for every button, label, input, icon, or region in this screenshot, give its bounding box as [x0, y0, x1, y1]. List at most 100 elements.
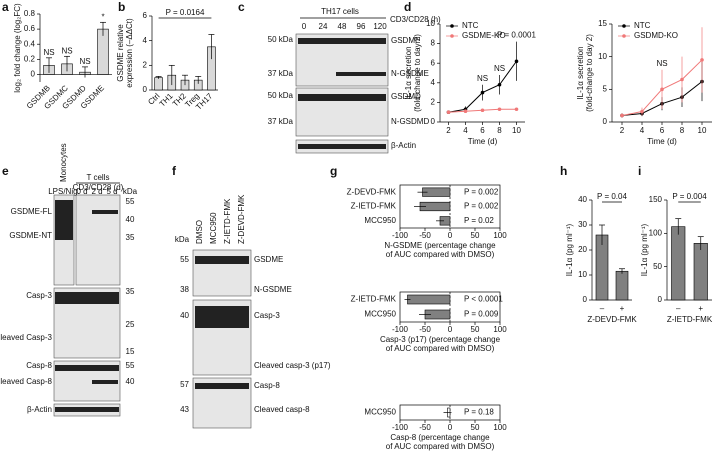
x-tick-label: 4: [463, 126, 468, 135]
blot-label: Z-IETD-FMK: [223, 198, 232, 244]
annotation: P < 0.0001: [464, 295, 503, 304]
x-tick-label: -100: [392, 231, 409, 240]
y-axis-label: GSDME relative: [116, 24, 125, 82]
blot-label: Monocytes: [59, 143, 68, 182]
x-axis-label: of AUC compared with DMSO): [386, 344, 495, 353]
point: [514, 107, 519, 112]
panel-letter: g: [330, 164, 337, 178]
y-tick-label: Z-IETD-FMK: [351, 295, 397, 304]
annotation: NS: [656, 59, 667, 68]
blot-label: 15: [126, 347, 135, 356]
legend-dot: [450, 34, 454, 38]
point: [700, 58, 704, 62]
x-tick-label: 0: [448, 231, 453, 240]
point: [446, 110, 451, 114]
annotation: P = 0.009: [464, 310, 499, 319]
blot-label: 48: [338, 22, 347, 31]
panel-letter: d: [404, 0, 411, 14]
x-tick-label: 8: [497, 126, 502, 135]
y-tick-label: 40: [578, 195, 587, 204]
blot-label: 0 d: [76, 187, 87, 196]
x-axis-label: of AUC compared with DMSO): [386, 442, 495, 451]
x-tick-label: +: [698, 304, 703, 313]
y-axis-label: IL-1α (pg ml⁻¹): [640, 223, 649, 276]
panel-letter: b: [118, 0, 125, 14]
band: [55, 365, 119, 371]
point: [497, 82, 502, 87]
y-tick-label: 2: [431, 98, 436, 107]
blot-label: 40: [126, 377, 135, 386]
blot-label: MCC950: [209, 212, 218, 244]
annotation: NS: [79, 57, 90, 66]
y-axis-label: expression (–ΔΔCt): [125, 18, 134, 88]
blot-label: LPS/Nig.: [48, 187, 80, 196]
y-tick-label: 5: [603, 84, 608, 93]
legend-dot: [450, 24, 454, 28]
panel-letter: e: [2, 164, 9, 178]
x-tick-label: 50: [471, 325, 480, 334]
y-axis-label: IL-1α secretion: [576, 46, 585, 99]
y-tick-label: Z-DEVD-FMK: [347, 187, 397, 196]
y-tick-label: MCC950: [364, 310, 396, 319]
blot-label: kDa: [175, 235, 190, 244]
bar: [671, 226, 686, 301]
x-tick-label: –: [676, 304, 681, 313]
blot-label: N-GSDMD: [391, 117, 429, 126]
x-tick-label: -50: [419, 423, 431, 432]
y-tick-label: 15: [598, 19, 607, 28]
blot-label: DMSO: [195, 220, 204, 244]
bar: [615, 270, 629, 301]
annotation: NS: [43, 48, 54, 57]
point: [640, 109, 644, 114]
y-axis-label: (fold-change to day 2): [413, 34, 422, 112]
blot-label: kDa: [123, 187, 138, 196]
blot-label: Cleaved Casp-8: [0, 377, 53, 386]
y-tick-label: 4: [431, 78, 436, 87]
x-axis-label: Time (d): [468, 137, 498, 146]
x-tick-label: 100: [493, 231, 507, 240]
legend-label: NTC: [634, 21, 651, 30]
annotation: P = 0.04: [597, 192, 627, 201]
blot-label: 37 kDa: [268, 117, 294, 126]
x-tick-label: 10: [512, 126, 521, 135]
bar: [407, 294, 451, 305]
y-tick-label: 0.4: [24, 39, 36, 48]
y-tick-label: 30: [578, 220, 587, 229]
blot-label: 40: [180, 311, 189, 320]
blot-label: GSDMD: [391, 92, 421, 101]
x-tick-label: –: [600, 304, 605, 313]
point: [480, 90, 485, 95]
blot-label: 24: [319, 22, 328, 31]
x-tick-label: 4: [640, 126, 645, 135]
x-axis-label: N-GSDME (percentage change: [384, 241, 496, 250]
x-axis-label: Casp-8 (percentage change: [390, 433, 490, 442]
annotation: P = 0.002: [464, 202, 499, 211]
annotation: NS: [494, 64, 505, 73]
blot-label: 35: [126, 233, 135, 242]
point: [463, 109, 468, 114]
blot-label: 55: [180, 255, 189, 264]
y-tick-label: 0: [31, 70, 36, 79]
y-tick-label: 0: [603, 117, 608, 126]
blot-label: GSDME: [391, 36, 420, 45]
blot-label: GSDME-FL: [11, 207, 53, 216]
y-tick-label: 0: [143, 85, 148, 94]
x-tick-label: -50: [419, 231, 431, 240]
legend-label: GSDME-KO: [462, 31, 506, 40]
bar: [154, 77, 163, 91]
y-tick-label: 6: [431, 58, 436, 67]
band: [195, 383, 249, 389]
blot-label: Cleaved Casp-3: [0, 333, 53, 342]
y-tick-label: 0: [431, 117, 436, 126]
band: [55, 407, 119, 412]
x-tick-label: 10: [698, 126, 707, 135]
x-tick-label: +: [620, 304, 625, 313]
blot-label: CD3/CD28 (d): [73, 183, 124, 192]
blot-label: 38: [180, 285, 189, 294]
blot-label: GSDME-NT: [9, 231, 52, 240]
y-tick-label: 150: [649, 195, 663, 204]
blot-label: 35: [126, 287, 135, 296]
y-axis-label: log₂ fold change (log₂FC): [13, 3, 22, 93]
blot-label: Z-DEVD-FMK: [237, 194, 246, 244]
